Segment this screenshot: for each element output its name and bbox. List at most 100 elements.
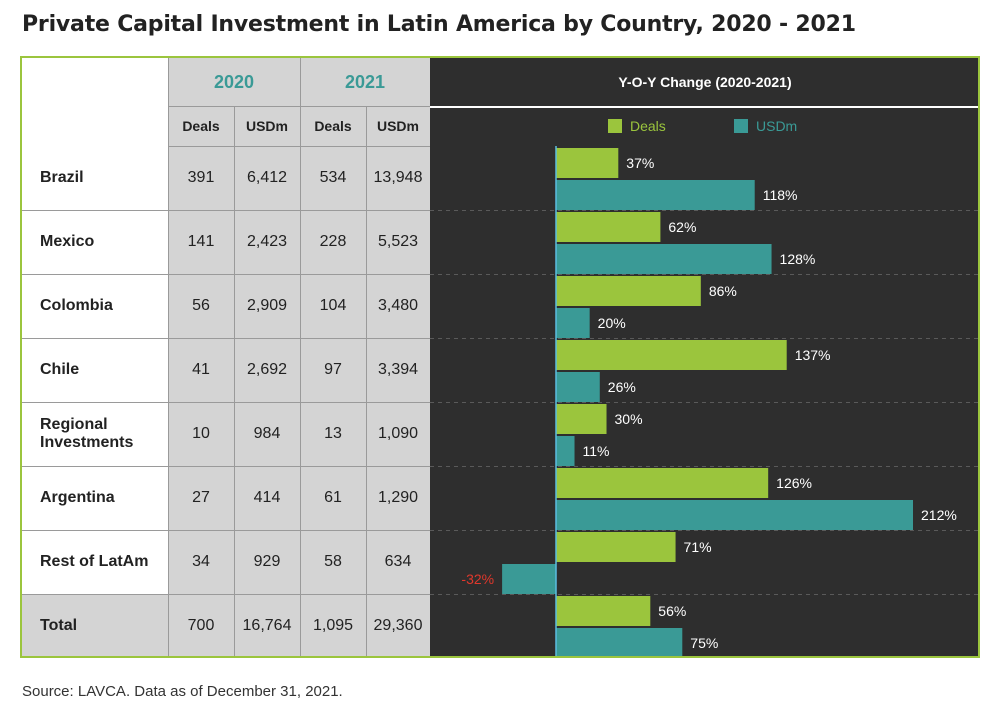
table-cell: 634: [366, 530, 430, 594]
legend-swatch-deals: [608, 119, 622, 133]
bar-usdm: [556, 244, 772, 274]
row-label: Brazil: [40, 169, 84, 186]
row-label: Chile: [40, 361, 80, 378]
legend-label-usdm: USDm: [756, 118, 798, 134]
data-label: 212%: [921, 507, 957, 523]
table-cell: 61: [300, 466, 366, 530]
table-cell: 534: [300, 146, 366, 210]
table-cell: 929: [234, 530, 300, 594]
bar-deals: [556, 468, 769, 498]
grid-line: [168, 106, 430, 107]
legend-label-deals: Deals: [630, 118, 666, 134]
data-label: 11%: [583, 443, 610, 459]
chart-title-divider: [430, 106, 978, 108]
column-header: Deals: [168, 106, 234, 146]
table-cell: 13,948: [366, 146, 430, 210]
table-cell: 27: [168, 466, 234, 530]
table-cell: 1,090: [366, 402, 430, 466]
table-cell: 41: [168, 338, 234, 402]
column-header: USDm: [234, 106, 300, 146]
row-label: Colombia: [40, 297, 113, 314]
table-cell: 29,360: [366, 594, 430, 656]
table-cell: 3,394: [366, 338, 430, 402]
table-cell: 414: [234, 466, 300, 530]
grid-line: [22, 274, 430, 275]
table-cell: 5,523: [366, 210, 430, 274]
bar-deals: [556, 340, 787, 370]
table-cell: 1,095: [300, 594, 366, 656]
column-header: USDm: [366, 106, 430, 146]
legend-swatch-usdm: [734, 119, 748, 133]
year-header-2021: 2021: [300, 58, 430, 106]
bar-deals: [556, 212, 661, 242]
data-label: 126%: [776, 475, 812, 491]
table-cell: 13: [300, 402, 366, 466]
grid-line: [22, 210, 430, 211]
table-cell: 228: [300, 210, 366, 274]
bar-deals: [556, 148, 619, 178]
grid-line: [22, 466, 430, 467]
table-cell: 6,412: [234, 146, 300, 210]
table-cell: 2,909: [234, 274, 300, 338]
table-cell: 984: [234, 402, 300, 466]
bar-usdm: [556, 372, 600, 402]
data-label: 128%: [780, 251, 816, 267]
year-header-2020: 2020: [168, 58, 300, 106]
grid-line: [300, 58, 301, 656]
grid-line: [22, 402, 430, 403]
table-cell: 104: [300, 274, 366, 338]
data-label: 30%: [615, 411, 643, 427]
bar-usdm: [556, 628, 683, 656]
data-label: 56%: [658, 603, 686, 619]
yoy-chart: Y-O-Y Change (2020-2021) Deals USDm 37% 1…: [430, 58, 978, 656]
legend-item-deals: Deals: [608, 116, 666, 136]
data-label: 118%: [763, 187, 798, 203]
table-cell: 700: [168, 594, 234, 656]
data-label: 62%: [668, 219, 696, 235]
row-label: Mexico: [40, 233, 95, 250]
table-cell: 56: [168, 274, 234, 338]
data-label: 71%: [684, 539, 712, 555]
chart-plot: 37% 118% 62% 128% 86% 20% 137% 26% 30% 11% 126% 212…: [430, 146, 978, 656]
bar-usdm: [556, 180, 755, 210]
row-label: Regional Investments: [40, 416, 134, 451]
bar-usdm: [556, 436, 575, 466]
table-cell: 97: [300, 338, 366, 402]
bar-usdm: [502, 564, 556, 594]
row-label: Argentina: [40, 489, 115, 506]
grid-line: [168, 146, 430, 147]
grid-line: [168, 58, 169, 656]
bar-deals: [556, 404, 607, 434]
table-cell: 34: [168, 530, 234, 594]
data-label: 26%: [608, 379, 636, 395]
grid-line: [234, 106, 235, 656]
table-cell: 3,480: [366, 274, 430, 338]
table-cell: 2,423: [234, 210, 300, 274]
data-label: -32%: [461, 571, 494, 587]
bar-usdm: [556, 308, 590, 338]
data-label: 137%: [795, 347, 831, 363]
bar-usdm: [556, 500, 913, 530]
table-cell: 1,290: [366, 466, 430, 530]
table-cell: 2,692: [234, 338, 300, 402]
row-label: Total: [22, 594, 168, 656]
data-label: 86%: [709, 283, 737, 299]
source-note: Source: LAVCA. Data as of December 31, 2…: [22, 683, 343, 700]
bar-deals: [556, 596, 651, 626]
bar-deals: [556, 532, 676, 562]
table-cell: 391: [168, 146, 234, 210]
legend-item-usdm: USDm: [734, 116, 797, 136]
table-cell: 16,764: [234, 594, 300, 656]
data-label: 37%: [626, 155, 654, 171]
bar-deals: [556, 276, 701, 306]
table-frame: 2020 2021 Deals USDm Deals USDm Brazil 391 6,412…: [20, 56, 980, 658]
table-cell: 58: [300, 530, 366, 594]
column-header: Deals: [300, 106, 366, 146]
grid-line: [22, 338, 430, 339]
row-label: Rest of LatAm: [40, 553, 149, 570]
chart-title: Y-O-Y Change (2020-2021): [618, 74, 792, 90]
grid-line: [366, 106, 367, 656]
table-cell: 10: [168, 402, 234, 466]
table-cell: 141: [168, 210, 234, 274]
grid-line: [22, 530, 430, 531]
